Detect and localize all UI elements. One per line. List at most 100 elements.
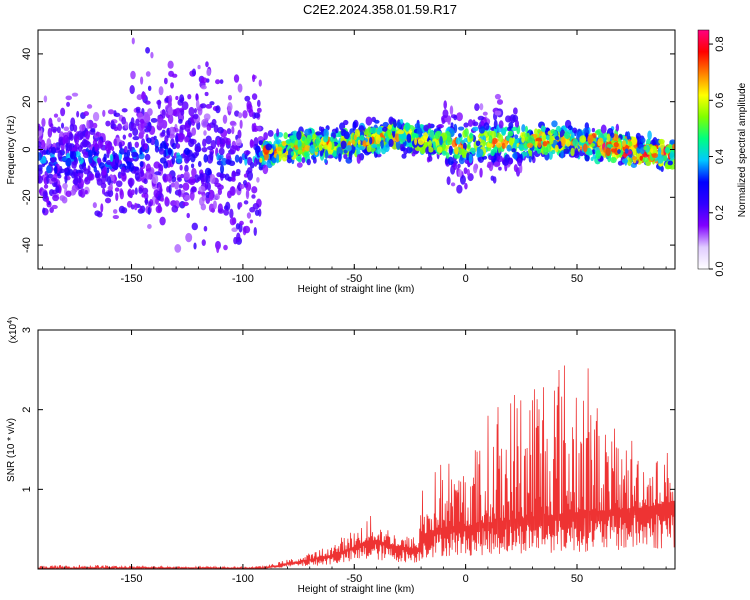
spectrogram-cell [207, 182, 211, 191]
spectrogram-cell [521, 124, 526, 133]
spectrogram-cell [501, 142, 506, 150]
spectrogram-cell [231, 227, 238, 233]
spectrogram-cell [276, 153, 280, 164]
spectrogram-cell [200, 177, 205, 183]
spectrogram-cell [528, 155, 532, 163]
spectrogram-cell [238, 202, 243, 208]
spectrogram-cell [554, 144, 559, 153]
spectrogram-cell [57, 150, 63, 161]
spectrogram-cell [177, 177, 182, 182]
spectrogram-cell [98, 162, 105, 169]
spectrogram-cell [177, 188, 182, 198]
spectrogram-cell [535, 137, 543, 142]
spectrogram-cell [180, 193, 186, 198]
spectrogram-cell [304, 128, 311, 136]
spectrogram-cell [455, 137, 461, 145]
spectrogram-cell [226, 128, 232, 135]
spectrogram-cell [183, 170, 190, 181]
colorbar-ticks: 0.0 0.2 0.4 0.6 0.8 [709, 36, 726, 277]
snr-y-tick-label: 1 [21, 486, 33, 492]
spectrogram-cell [359, 134, 365, 141]
spectrogram-cell [434, 130, 442, 140]
spectrogram-cell [551, 149, 556, 155]
spectrogram-cell [309, 144, 315, 154]
spectrogram-cell [121, 116, 127, 125]
spectrogram-cell [205, 174, 211, 184]
spectrogram-cell [253, 157, 258, 167]
spectrogram-cell [567, 125, 573, 131]
spectrogram-cell [170, 82, 174, 89]
spectrogram-cell [401, 146, 406, 152]
spectrogram-cell [78, 169, 84, 174]
spectrogram-cell [464, 127, 469, 137]
spectrogram-cell [112, 209, 118, 214]
spectrogram-cell [487, 161, 492, 168]
spectrogram-cell [178, 184, 183, 189]
spectrogram-cell [156, 99, 162, 106]
spectrogram-x-label: Height of straight line (km) [298, 284, 415, 295]
spectrogram-cell [131, 189, 135, 196]
spectrogram-cell [427, 139, 432, 149]
spectrogram-cell [223, 205, 229, 211]
spectrogram-cell [498, 134, 504, 143]
spectrogram-cell [513, 151, 518, 160]
spectrogram-cell [129, 85, 135, 95]
spectrogram-cell [219, 79, 224, 85]
spectrogram-cell [208, 193, 214, 201]
spectrogram-cell [38, 152, 43, 161]
spectrogram-cell [352, 121, 357, 131]
spectrogram-cell [243, 150, 251, 155]
spectrogram-cell [329, 136, 334, 142]
spectrogram-cell [203, 153, 208, 163]
spectrogram-cell [312, 133, 317, 140]
spectrogram-cell [463, 167, 468, 175]
spectrogram-cell [563, 131, 571, 139]
spectrogram-cell [587, 134, 594, 144]
spectrogram-cell [672, 143, 675, 151]
spectrogram-cell [42, 207, 46, 214]
spectrogram-cell [203, 130, 207, 136]
spectrogram-cell [165, 173, 173, 182]
spectrogram-cell [447, 115, 451, 125]
spectrogram-cell [218, 147, 225, 156]
spectrogram-cell [371, 143, 378, 149]
spectrogram-cell [254, 209, 260, 216]
spectrogram-cell [247, 170, 254, 181]
spectrogram-cell [393, 119, 397, 128]
spectrogram-cell [219, 144, 225, 149]
spectrogram-cell [281, 152, 288, 162]
spectrogram-cell [219, 173, 227, 179]
spectrogram-cell [79, 124, 86, 132]
spectrogram-cell [182, 201, 189, 207]
spectrogram-cell [54, 165, 58, 174]
spectrogram-cell [204, 91, 209, 97]
spectrogram-cell [94, 210, 101, 217]
spectrogram-cell [150, 117, 158, 123]
spectrogram-cell [259, 157, 263, 163]
spectrogram-cell [651, 152, 658, 159]
spectrogram-y-axis: -40 -20 0 20 40 [21, 48, 675, 253]
spectrogram-cell [449, 105, 454, 115]
spectrogram-cell [138, 187, 143, 194]
spectrogram-cell [606, 143, 614, 149]
colorbar-tick-label: 0.0 [714, 261, 726, 276]
spectrogram-cell [171, 176, 177, 183]
spectrogram-cell [479, 167, 483, 178]
spectrogram-cell [190, 163, 195, 169]
spectrogram-cell [71, 171, 76, 179]
spectrogram-cell [132, 136, 140, 141]
spectrogram-cell [498, 166, 502, 171]
spectrogram-cell [38, 175, 43, 184]
spectrogram-cell [501, 128, 507, 135]
spectrogram-cell [102, 166, 107, 176]
spectrogram-cell [466, 168, 471, 176]
spectrogram-cell [112, 164, 119, 170]
spectrogram-cell [290, 134, 296, 144]
spectrogram-cell [262, 160, 267, 165]
spectrogram-cell [139, 205, 143, 213]
spectrogram-cell [191, 167, 197, 178]
spectrogram-cell [417, 138, 425, 146]
spectrogram-cell [38, 168, 43, 175]
spectrogram-cell [51, 204, 58, 210]
spectrogram-cell [73, 176, 79, 186]
